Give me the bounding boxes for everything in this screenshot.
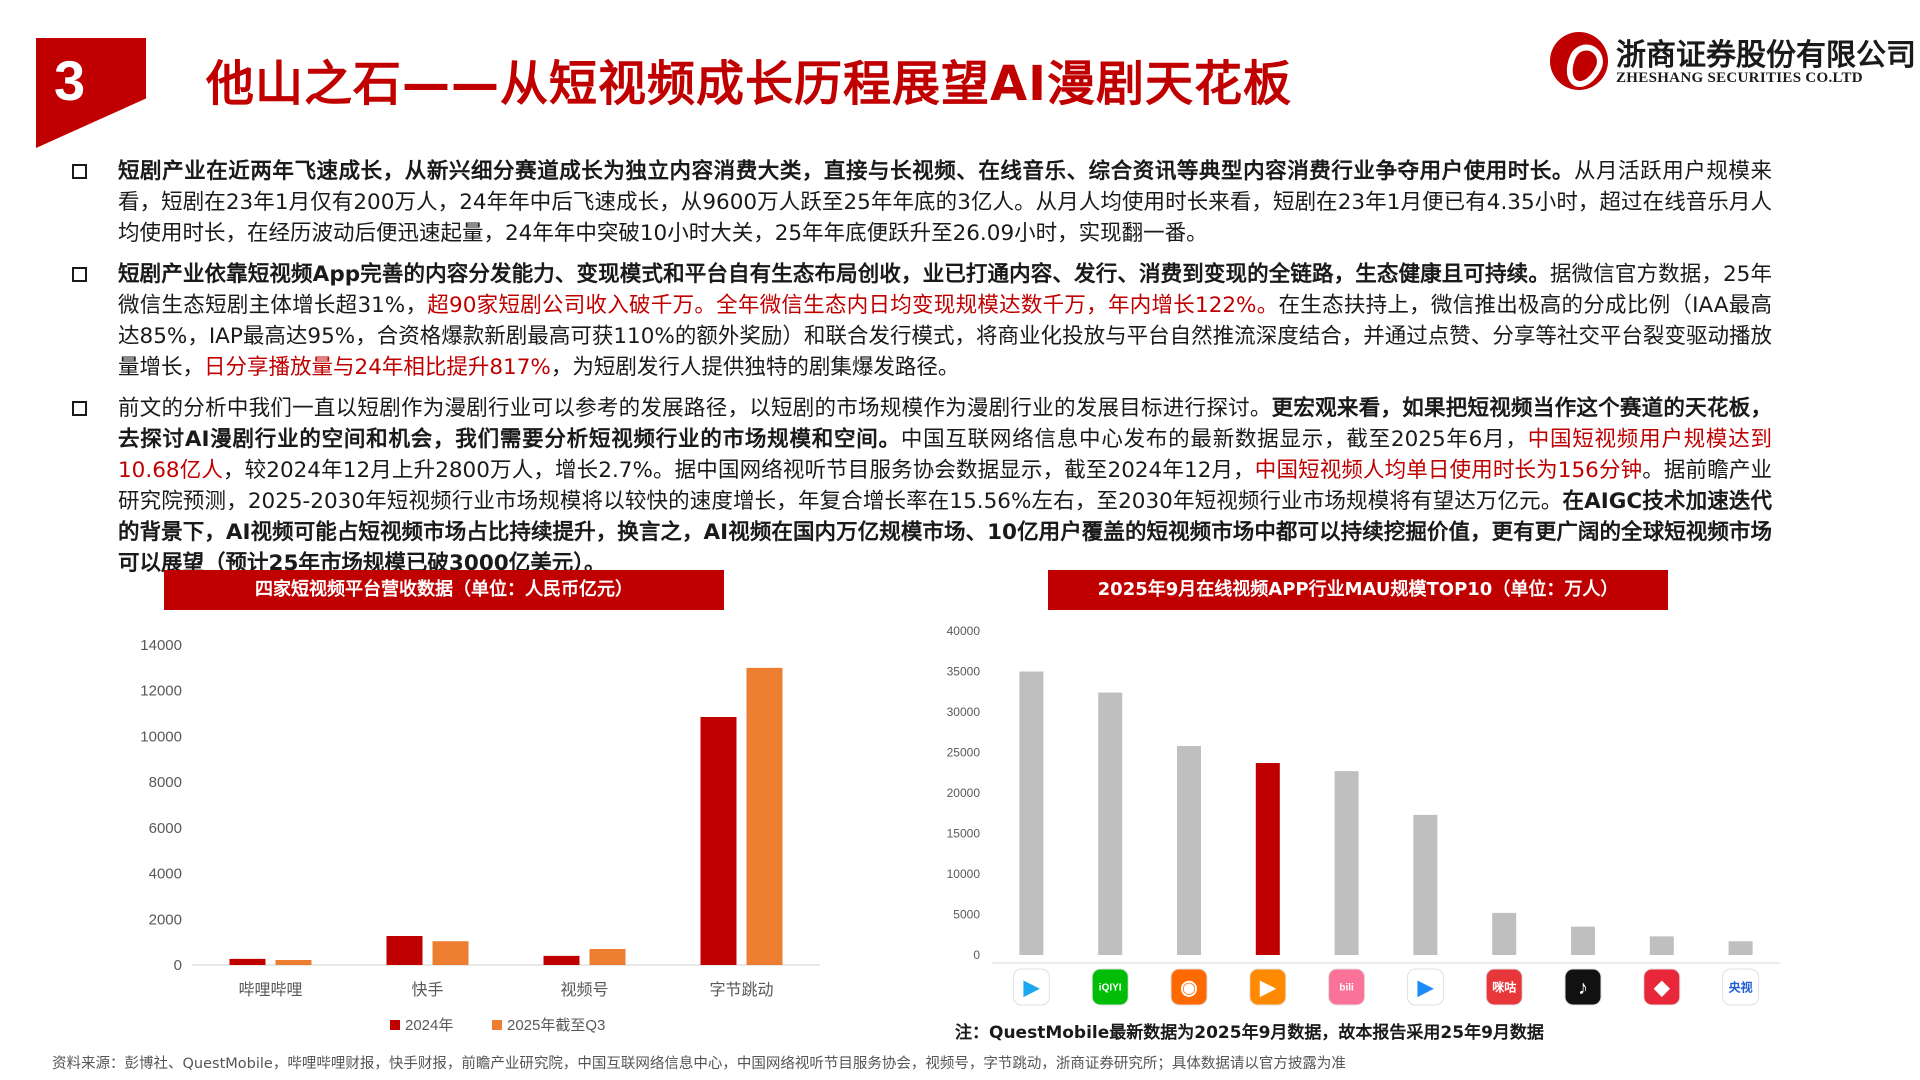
svg-text:▶: ▶ <box>1259 977 1277 999</box>
bullet-item: 短剧产业在近两年飞速成长，从新兴细分赛道成长为独立内容消费大类，直接与长视频、在… <box>72 156 1772 249</box>
svg-text:◆: ◆ <box>1653 977 1670 999</box>
text-bold: 短剧产业依靠短视频App完善的内容分发能力、变现模式和平台自有生态布局创收，业已… <box>118 262 1550 287</box>
legend-label: 2024年 <box>405 1017 453 1034</box>
svg-text:◉: ◉ <box>1180 977 1197 999</box>
y-tick-label: 30000 <box>947 705 981 719</box>
bullet-item: 短剧产业依靠短视频App完善的内容分发能力、变现模式和平台自有生态布局创收，业已… <box>72 259 1772 383</box>
mau-bar-1 <box>1098 693 1122 955</box>
text-normal: 前文的分析中我们一直以短剧作为漫剧行业可以参考的发展路径，以短剧的市场规模作为漫… <box>118 396 1272 421</box>
page-title: 他山之石——从短视频成长历程展望AI漫剧天花板 <box>206 44 1292 114</box>
bar-2025-3 <box>747 668 783 965</box>
bullet-text: 短剧产业在近两年飞速成长，从新兴细分赛道成长为独立内容消费大类，直接与长视频、在… <box>118 159 1772 246</box>
bar-2025-0 <box>276 960 312 965</box>
company-logo: 浙商证券股份有限公司 ZHESHANG SECURITIES CO.LTD <box>1550 30 1890 92</box>
svg-text:▶: ▶ <box>1417 977 1435 999</box>
xigua-video-icon: ◆ <box>1644 969 1680 1005</box>
svg-text:▶: ▶ <box>1023 977 1041 999</box>
svg-text:iQIYI: iQIYI <box>1099 983 1122 994</box>
weishi-icon: ▶ <box>1407 969 1443 1005</box>
square-bullet-icon <box>72 267 87 282</box>
legend-label: 2025年截至Q3 <box>507 1017 605 1034</box>
bar-2024-1 <box>387 936 423 965</box>
x-tick-label: 快手 <box>411 981 443 999</box>
mau-bar-9 <box>1729 941 1753 955</box>
data-source: 资料来源：彭博社、QuestMobile，哔哩哔哩财报，快手财报，前瞻产业研究院… <box>52 1052 1346 1073</box>
y-tick-label: 5000 <box>953 908 980 922</box>
text-highlight: 日分享播放量与24年相比提升817% <box>204 355 551 380</box>
mau-bar-7 <box>1571 927 1595 955</box>
revenue-bar-chart: 0 2000 4000 6000 8000 10000 12000 14000 哔哩哔哩 快手 视频… <box>120 625 840 1045</box>
y-tick-label: 10000 <box>947 867 981 881</box>
x-tick-label: 哔哩哔哩 <box>238 981 302 999</box>
y-tick-label: 2000 <box>149 911 182 928</box>
y-tick-label: 0 <box>973 948 980 962</box>
y-tick-label: 4000 <box>149 866 182 883</box>
y-tick-label: 0 <box>174 957 182 974</box>
logo-chinese-name: 浙商证券股份有限公司 <box>1616 30 1916 74</box>
cctv-video-icon: 央视 <box>1723 969 1759 1005</box>
mau-bar-0 <box>1019 672 1043 956</box>
mau-bar-4 <box>1335 771 1359 955</box>
revenue-chart-title: 四家短视频平台营收数据（单位：人民币亿元） <box>164 570 724 610</box>
bar-2025-2 <box>590 949 626 965</box>
svg-text:bili: bili <box>1339 983 1354 994</box>
y-tick-label: 20000 <box>947 786 981 800</box>
y-tick-label: 40000 <box>947 624 981 638</box>
youku-icon: ▶ <box>1250 969 1286 1005</box>
mau-bar-8 <box>1650 936 1674 955</box>
legend-swatch <box>492 1020 502 1030</box>
y-tick-label: 6000 <box>149 820 182 837</box>
bullet-text: 前文的分析中我们一直以短剧作为漫剧行业可以参考的发展路径，以短剧的市场规模作为漫… <box>118 396 1772 576</box>
migu-video-icon: 咪咕 <box>1486 969 1522 1005</box>
text-normal: ，为短剧发行人提供独特的剧集爆发路径。 <box>551 355 960 380</box>
bar-2024-0 <box>230 959 266 965</box>
mango-tv-icon: ◉ <box>1171 969 1207 1005</box>
bullet-list: 短剧产业在近两年飞速成长，从新兴细分赛道成长为独立内容消费大类，直接与长视频、在… <box>72 156 1772 589</box>
svg-text:央视: 央视 <box>1729 979 1753 994</box>
zheshang-logo-icon <box>1550 32 1608 90</box>
bullet-text: 短剧产业依靠短视频App完善的内容分发能力、变现模式和平台自有生态布局创收，业已… <box>118 262 1772 380</box>
mau-bar-2 <box>1177 746 1201 955</box>
x-tick-label: 视频号 <box>560 981 608 999</box>
mau-bar-5 <box>1413 815 1437 955</box>
bar-2024-2 <box>544 956 580 965</box>
mau-bar-3 <box>1256 763 1280 955</box>
square-bullet-icon <box>72 401 87 416</box>
chart-note: 注：QuestMobile最新数据为2025年9月数据，故本报告采用25年9月数… <box>955 1018 1544 1043</box>
text-normal: ，较2024年12月上升2800万人，增长2.7%。据中国网络视听节目服务协会数… <box>223 458 1255 483</box>
section-number: 3 <box>54 48 85 113</box>
section-number-badge: 3 <box>36 38 146 148</box>
douyin-icon: ♪ <box>1565 969 1601 1005</box>
mau-bar-chart: 0 5000 10000 15000 20000 25000 30000 35000 40000… <box>930 615 1790 1015</box>
y-tick-label: 15000 <box>947 827 981 841</box>
bilibili-icon: bili <box>1329 969 1365 1005</box>
text-highlight: 超90家短剧公司收入破千万。全年微信生态内日均变现规模达数千万，年内增长122%… <box>427 293 1278 318</box>
iqiyi-icon: iQIYI <box>1092 969 1128 1005</box>
y-tick-label: 25000 <box>947 746 981 760</box>
svg-text:♪: ♪ <box>1578 977 1588 999</box>
y-tick-label: 8000 <box>149 774 182 791</box>
text-highlight: 中国短视频人均单日使用时长为156分钟 <box>1255 458 1642 483</box>
logo-english-name: ZHESHANG SECURITIES CO.LTD <box>1616 70 1863 87</box>
square-bullet-icon <box>72 164 87 179</box>
svg-text:咪咕: 咪咕 <box>1492 979 1516 994</box>
mau-bar-6 <box>1492 913 1516 955</box>
x-tick-label: 字节跳动 <box>709 981 773 999</box>
text-bold: 短剧产业在近两年飞速成长，从新兴细分赛道成长为独立内容消费大类，直接与长视频、在… <box>118 159 1574 184</box>
legend-swatch <box>390 1020 400 1030</box>
bar-2024-3 <box>701 717 737 965</box>
y-tick-label: 12000 <box>140 683 182 700</box>
y-tick-label: 14000 <box>140 637 182 654</box>
mau-chart-title: 2025年9月在线视频APP行业MAU规模TOP10（单位：万人） <box>1048 570 1668 610</box>
bar-2025-1 <box>433 941 469 965</box>
tencent-video-icon: ▶ <box>1013 969 1049 1005</box>
text-normal: 中国互联网络信息中心发布的最新数据显示，截至2025年6月， <box>901 427 1528 452</box>
y-tick-label: 35000 <box>947 665 981 679</box>
bullet-item: 前文的分析中我们一直以短剧作为漫剧行业可以参考的发展路径，以短剧的市场规模作为漫… <box>72 393 1772 579</box>
y-tick-label: 10000 <box>140 728 182 745</box>
